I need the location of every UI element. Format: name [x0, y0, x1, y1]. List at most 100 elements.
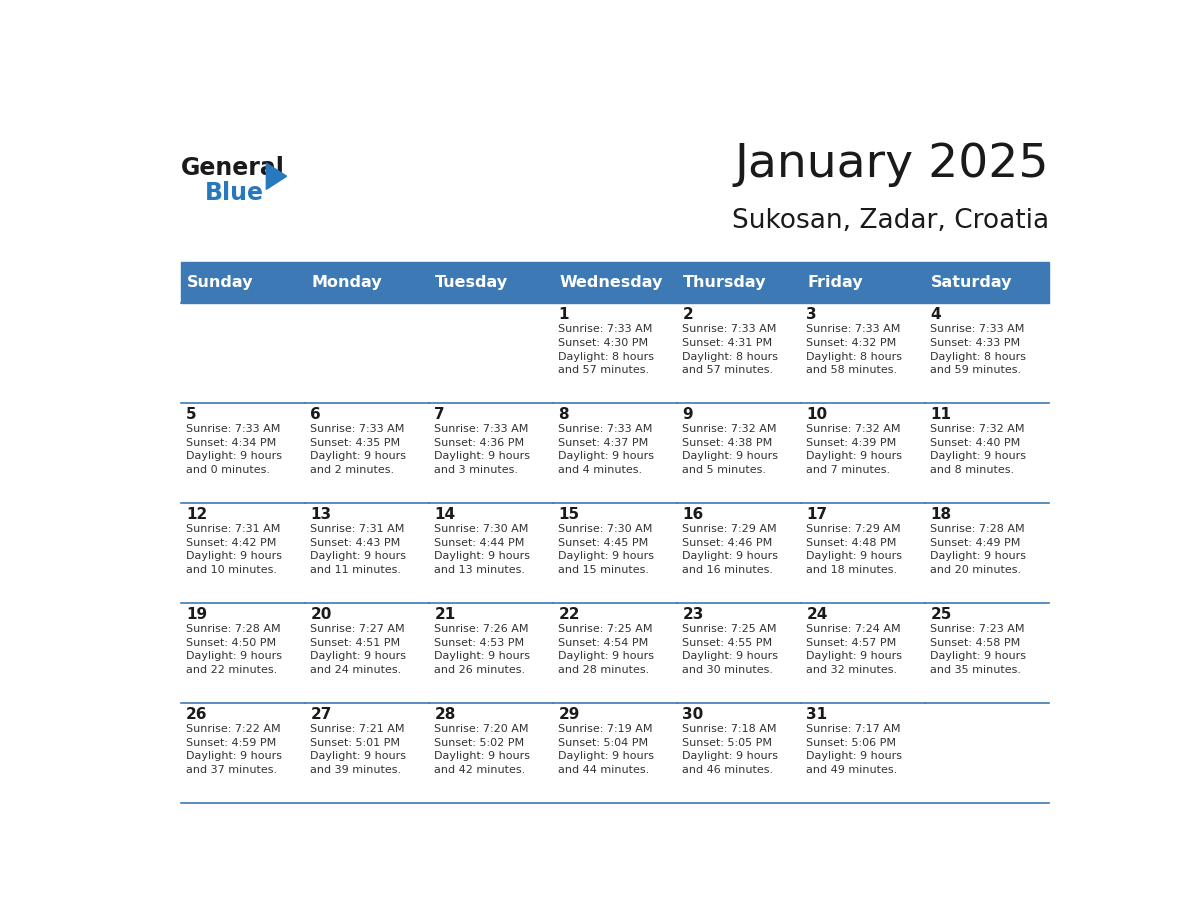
Bar [925, 503, 1049, 603]
Text: 10: 10 [807, 408, 828, 422]
Text: Sunrise: 7:33 AM
Sunset: 4:32 PM
Daylight: 8 hours
and 58 minutes.: Sunrise: 7:33 AM Sunset: 4:32 PM Dayligh… [807, 324, 903, 375]
Text: Sunrise: 7:22 AM
Sunset: 4:59 PM
Daylight: 9 hours
and 37 minutes.: Sunrise: 7:22 AM Sunset: 4:59 PM Dayligh… [187, 724, 283, 775]
Bar [925, 263, 1049, 303]
Text: 22: 22 [558, 607, 580, 622]
Text: Sunrise: 7:29 AM
Sunset: 4:46 PM
Daylight: 9 hours
and 16 minutes.: Sunrise: 7:29 AM Sunset: 4:46 PM Dayligh… [682, 524, 778, 575]
Text: Sunrise: 7:33 AM
Sunset: 4:35 PM
Daylight: 9 hours
and 2 minutes.: Sunrise: 7:33 AM Sunset: 4:35 PM Dayligh… [310, 424, 406, 476]
Bar [305, 503, 429, 603]
Text: Sunrise: 7:17 AM
Sunset: 5:06 PM
Daylight: 9 hours
and 49 minutes.: Sunrise: 7:17 AM Sunset: 5:06 PM Dayligh… [807, 724, 903, 775]
Bar [552, 603, 677, 703]
Polygon shape [266, 163, 286, 189]
Bar [181, 303, 305, 403]
Text: Sunrise: 7:27 AM
Sunset: 4:51 PM
Daylight: 9 hours
and 24 minutes.: Sunrise: 7:27 AM Sunset: 4:51 PM Dayligh… [310, 624, 406, 675]
Text: Friday: Friday [808, 275, 862, 290]
Text: Wednesday: Wednesday [560, 275, 663, 290]
Text: Sunday: Sunday [188, 275, 254, 290]
Bar [305, 403, 429, 503]
Text: Sunrise: 7:30 AM
Sunset: 4:44 PM
Daylight: 9 hours
and 13 minutes.: Sunrise: 7:30 AM Sunset: 4:44 PM Dayligh… [435, 524, 530, 575]
Bar [429, 303, 552, 403]
Bar [801, 603, 925, 703]
Bar [677, 303, 801, 403]
Text: Saturday: Saturday [931, 275, 1013, 290]
Text: 26: 26 [187, 707, 208, 722]
Text: Sunrise: 7:28 AM
Sunset: 4:49 PM
Daylight: 9 hours
and 20 minutes.: Sunrise: 7:28 AM Sunset: 4:49 PM Dayligh… [930, 524, 1026, 575]
Text: Sunrise: 7:31 AM
Sunset: 4:42 PM
Daylight: 9 hours
and 10 minutes.: Sunrise: 7:31 AM Sunset: 4:42 PM Dayligh… [187, 524, 283, 575]
Bar [552, 403, 677, 503]
Text: Sunrise: 7:32 AM
Sunset: 4:39 PM
Daylight: 9 hours
and 7 minutes.: Sunrise: 7:32 AM Sunset: 4:39 PM Dayligh… [807, 424, 903, 476]
Text: Sunrise: 7:20 AM
Sunset: 5:02 PM
Daylight: 9 hours
and 42 minutes.: Sunrise: 7:20 AM Sunset: 5:02 PM Dayligh… [435, 724, 530, 775]
Text: Sunrise: 7:26 AM
Sunset: 4:53 PM
Daylight: 9 hours
and 26 minutes.: Sunrise: 7:26 AM Sunset: 4:53 PM Dayligh… [435, 624, 530, 675]
Bar [181, 403, 305, 503]
Text: Sukosan, Zadar, Croatia: Sukosan, Zadar, Croatia [732, 207, 1049, 234]
Text: Thursday: Thursday [683, 275, 766, 290]
Text: 4: 4 [930, 308, 941, 322]
Bar [305, 263, 429, 303]
Text: Sunrise: 7:18 AM
Sunset: 5:05 PM
Daylight: 9 hours
and 46 minutes.: Sunrise: 7:18 AM Sunset: 5:05 PM Dayligh… [682, 724, 778, 775]
Text: Tuesday: Tuesday [435, 275, 508, 290]
Bar [552, 263, 677, 303]
Text: Monday: Monday [311, 275, 381, 290]
Bar [305, 303, 429, 403]
Text: Sunrise: 7:21 AM
Sunset: 5:01 PM
Daylight: 9 hours
and 39 minutes.: Sunrise: 7:21 AM Sunset: 5:01 PM Dayligh… [310, 724, 406, 775]
Text: 6: 6 [310, 408, 321, 422]
Text: 24: 24 [807, 607, 828, 622]
Bar [181, 503, 305, 603]
Text: Sunrise: 7:29 AM
Sunset: 4:48 PM
Daylight: 9 hours
and 18 minutes.: Sunrise: 7:29 AM Sunset: 4:48 PM Dayligh… [807, 524, 903, 575]
Text: Sunrise: 7:25 AM
Sunset: 4:55 PM
Daylight: 9 hours
and 30 minutes.: Sunrise: 7:25 AM Sunset: 4:55 PM Dayligh… [682, 624, 778, 675]
Text: Sunrise: 7:31 AM
Sunset: 4:43 PM
Daylight: 9 hours
and 11 minutes.: Sunrise: 7:31 AM Sunset: 4:43 PM Dayligh… [310, 524, 406, 575]
Text: 18: 18 [930, 508, 952, 522]
Text: 30: 30 [682, 707, 703, 722]
Bar [552, 703, 677, 803]
Bar [801, 403, 925, 503]
Bar [925, 603, 1049, 703]
Text: 16: 16 [682, 508, 703, 522]
Text: 3: 3 [807, 308, 817, 322]
Bar [801, 703, 925, 803]
Text: Blue: Blue [204, 181, 264, 205]
Bar [305, 703, 429, 803]
Text: 9: 9 [682, 408, 693, 422]
Text: 7: 7 [435, 408, 446, 422]
Text: 21: 21 [435, 607, 455, 622]
Text: 23: 23 [682, 607, 703, 622]
Text: Sunrise: 7:32 AM
Sunset: 4:38 PM
Daylight: 9 hours
and 5 minutes.: Sunrise: 7:32 AM Sunset: 4:38 PM Dayligh… [682, 424, 778, 476]
Text: 14: 14 [435, 508, 455, 522]
Text: Sunrise: 7:30 AM
Sunset: 4:45 PM
Daylight: 9 hours
and 15 minutes.: Sunrise: 7:30 AM Sunset: 4:45 PM Dayligh… [558, 524, 655, 575]
Text: General: General [181, 156, 285, 180]
Bar [429, 503, 552, 603]
Bar [677, 703, 801, 803]
Bar [801, 503, 925, 603]
Text: Sunrise: 7:28 AM
Sunset: 4:50 PM
Daylight: 9 hours
and 22 minutes.: Sunrise: 7:28 AM Sunset: 4:50 PM Dayligh… [187, 624, 283, 675]
Text: Sunrise: 7:25 AM
Sunset: 4:54 PM
Daylight: 9 hours
and 28 minutes.: Sunrise: 7:25 AM Sunset: 4:54 PM Dayligh… [558, 624, 655, 675]
Text: 8: 8 [558, 408, 569, 422]
Text: 29: 29 [558, 707, 580, 722]
Bar [429, 703, 552, 803]
Bar [552, 503, 677, 603]
Bar [305, 603, 429, 703]
Text: 28: 28 [435, 707, 456, 722]
Text: 17: 17 [807, 508, 828, 522]
Bar [429, 603, 552, 703]
Bar [801, 303, 925, 403]
Text: Sunrise: 7:23 AM
Sunset: 4:58 PM
Daylight: 9 hours
and 35 minutes.: Sunrise: 7:23 AM Sunset: 4:58 PM Dayligh… [930, 624, 1026, 675]
Bar [677, 503, 801, 603]
Text: Sunrise: 7:33 AM
Sunset: 4:34 PM
Daylight: 9 hours
and 0 minutes.: Sunrise: 7:33 AM Sunset: 4:34 PM Dayligh… [187, 424, 283, 476]
Bar [429, 403, 552, 503]
Text: 5: 5 [187, 408, 197, 422]
Bar [181, 603, 305, 703]
Text: 1: 1 [558, 308, 569, 322]
Text: Sunrise: 7:33 AM
Sunset: 4:30 PM
Daylight: 8 hours
and 57 minutes.: Sunrise: 7:33 AM Sunset: 4:30 PM Dayligh… [558, 324, 655, 375]
Bar [677, 263, 801, 303]
Text: 11: 11 [930, 408, 952, 422]
Text: Sunrise: 7:33 AM
Sunset: 4:36 PM
Daylight: 9 hours
and 3 minutes.: Sunrise: 7:33 AM Sunset: 4:36 PM Dayligh… [435, 424, 530, 476]
Text: Sunrise: 7:33 AM
Sunset: 4:33 PM
Daylight: 8 hours
and 59 minutes.: Sunrise: 7:33 AM Sunset: 4:33 PM Dayligh… [930, 324, 1026, 375]
Text: 31: 31 [807, 707, 828, 722]
Text: 19: 19 [187, 607, 208, 622]
Text: January 2025: January 2025 [734, 142, 1049, 187]
Text: Sunrise: 7:19 AM
Sunset: 5:04 PM
Daylight: 9 hours
and 44 minutes.: Sunrise: 7:19 AM Sunset: 5:04 PM Dayligh… [558, 724, 655, 775]
Bar [181, 703, 305, 803]
Bar [925, 703, 1049, 803]
Text: 2: 2 [682, 308, 693, 322]
Text: Sunrise: 7:33 AM
Sunset: 4:31 PM
Daylight: 8 hours
and 57 minutes.: Sunrise: 7:33 AM Sunset: 4:31 PM Dayligh… [682, 324, 778, 375]
Bar [429, 263, 552, 303]
